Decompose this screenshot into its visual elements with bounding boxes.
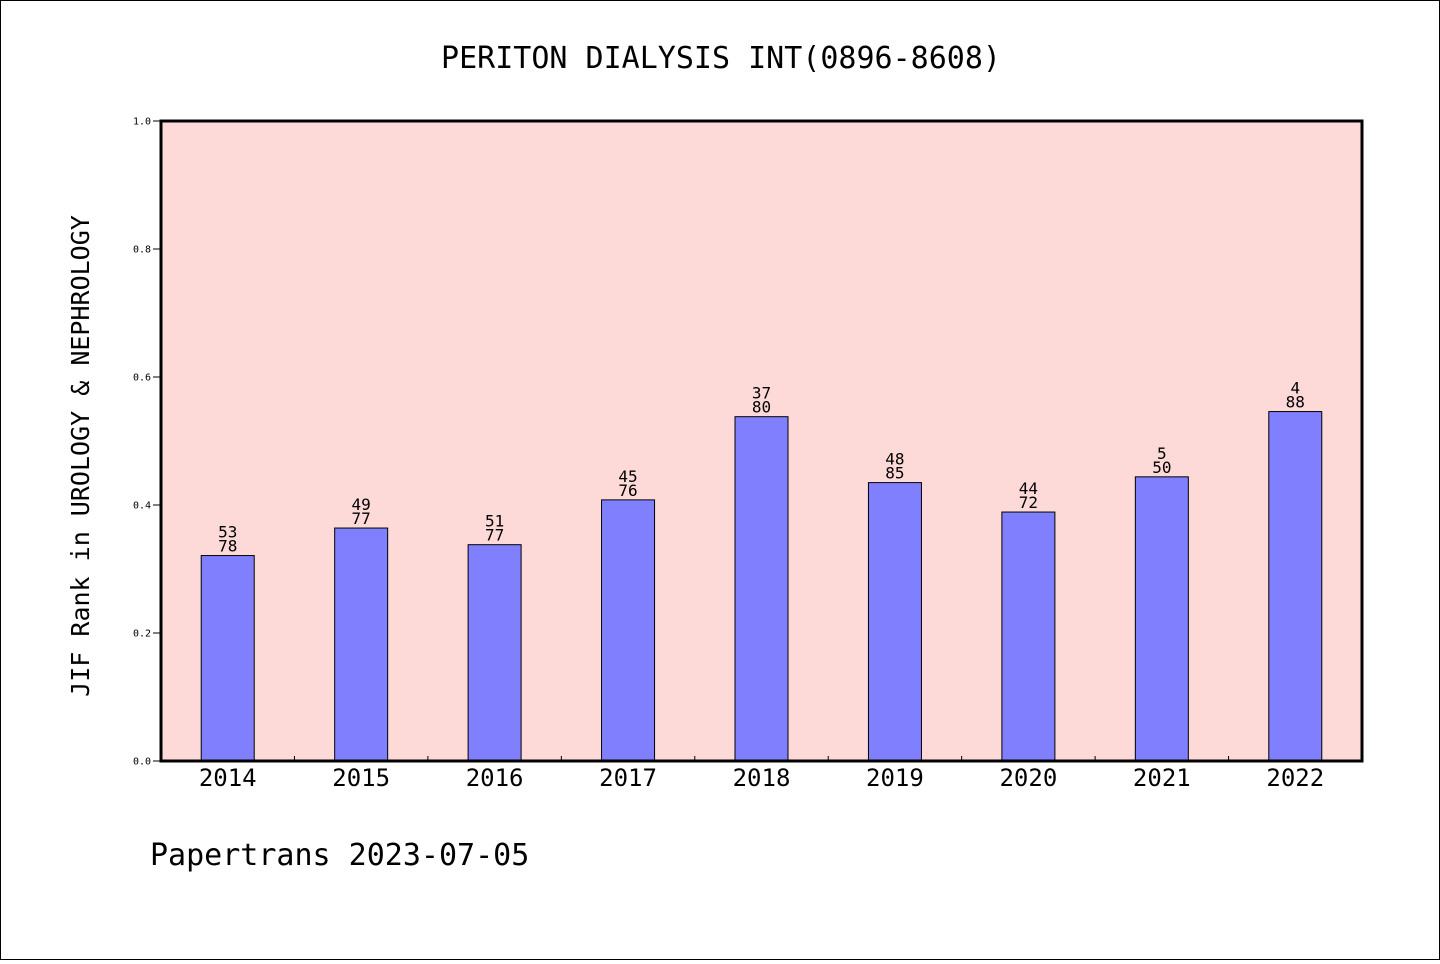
- bar-2015: [334, 527, 389, 762]
- x-tick-label: 2019: [866, 764, 924, 792]
- chart-title: PERITON DIALYSIS INT(0896-8608): [441, 41, 1001, 76]
- y-tick-label: 0.2: [133, 629, 151, 640]
- bar-value-label: 50: [1152, 458, 1171, 477]
- footer-text: Papertrans 2023-07-05: [150, 838, 529, 873]
- bar-value-label: 49: [352, 495, 371, 514]
- bar-value-label: 51: [485, 512, 504, 531]
- plot-border: [159, 119, 1364, 763]
- x-tick-label: 2022: [1266, 764, 1324, 792]
- bar-value-label: 72: [1019, 493, 1038, 512]
- bar-value-label: 4: [1290, 379, 1300, 398]
- y-tick-label: 0.0: [133, 757, 151, 768]
- bar-2016: [467, 544, 522, 762]
- bar-2017: [601, 499, 656, 762]
- bar-value-label: 45: [618, 467, 637, 486]
- y-tick-label: 0.6: [133, 373, 151, 384]
- x-tick-label: 2020: [999, 764, 1057, 792]
- y-tick-label: 0.4: [133, 501, 151, 512]
- bar-value-label: 76: [618, 481, 637, 500]
- y-tick-label: 1.0: [133, 117, 151, 128]
- bar-2018: [734, 416, 789, 762]
- x-tick-label: 2014: [199, 764, 257, 792]
- bar-value-label: 53: [218, 523, 237, 542]
- bar-value-label: 48: [885, 450, 904, 469]
- x-tick-label: 2016: [466, 764, 524, 792]
- bar-value-label: 37: [752, 384, 771, 403]
- bar-value-label: 80: [752, 398, 771, 417]
- bar-value-label: 77: [485, 526, 504, 545]
- x-tick-label: 2015: [332, 764, 390, 792]
- x-tick-label: 2021: [1133, 764, 1191, 792]
- bar-value-label: 77: [352, 509, 371, 528]
- bar-value-label: 88: [1286, 393, 1305, 412]
- x-tick-label: 2017: [599, 764, 657, 792]
- bar-value-label: 5: [1157, 444, 1167, 463]
- bar-2022: [1268, 411, 1323, 762]
- x-axis-ticks: 2014 2015 2016 2017 2018 2019 2020 2021 2022: [199, 756, 1324, 792]
- bar-2019: [867, 482, 922, 762]
- bar-value-label: 78: [218, 537, 237, 556]
- bar-value-label: 44: [1019, 479, 1038, 498]
- y-axis-ticks: 0.0 0.2 0.4 0.6 0.8 1.0: [133, 117, 161, 768]
- y-axis-label: JIF Rank in UROLOGY & NEPHROLOGY: [66, 215, 95, 697]
- bar-value-label: 85: [885, 464, 904, 483]
- y-tick-label: 0.8: [133, 245, 151, 256]
- x-tick-label: 2018: [733, 764, 791, 792]
- bar-2021: [1134, 476, 1189, 762]
- bar-2020: [1001, 511, 1056, 762]
- bar-2014: [200, 555, 255, 762]
